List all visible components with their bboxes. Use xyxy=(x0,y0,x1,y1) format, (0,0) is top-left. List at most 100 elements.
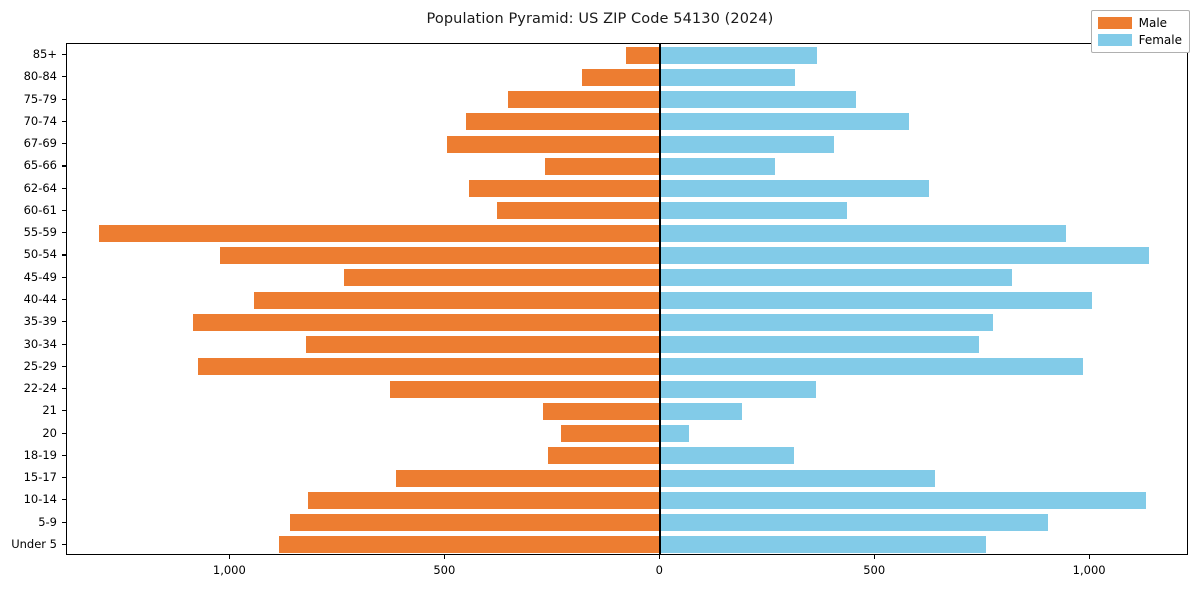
y-tick-label-70-74: 70-74 xyxy=(0,115,57,127)
y-tick-mark xyxy=(62,254,66,255)
y-tick-mark xyxy=(62,522,66,523)
bar-male-18-19 xyxy=(548,447,661,464)
bar-male-62-64 xyxy=(469,180,660,197)
y-tick-mark xyxy=(62,433,66,434)
bar-male-65-66 xyxy=(545,158,661,175)
legend-item-male[interactable]: Male xyxy=(1098,16,1182,30)
bar-female-60-61 xyxy=(660,202,847,219)
bar-female-80-84 xyxy=(660,69,795,86)
bar-male-10-14 xyxy=(308,492,661,509)
bar-female-85- xyxy=(660,47,817,64)
bar-female-22-24 xyxy=(660,381,816,398)
y-tick-label-30-34: 30-34 xyxy=(0,338,57,350)
x-tick-mark xyxy=(444,555,445,559)
bar-female-70-74 xyxy=(660,113,908,130)
y-tick-label-20: 20 xyxy=(0,427,57,439)
x-tick-label-3: 500 xyxy=(863,563,885,577)
y-tick-label-10-14: 10-14 xyxy=(0,493,57,505)
y-tick-mark xyxy=(62,165,66,166)
chart-legend: Male Female xyxy=(1091,10,1190,53)
y-tick-label-35-39: 35-39 xyxy=(0,315,57,327)
x-tick-mark xyxy=(659,555,660,559)
bar-female-62-64 xyxy=(660,180,929,197)
bar-male-5-9 xyxy=(290,514,660,531)
bar-male-20 xyxy=(561,425,660,442)
y-tick-mark xyxy=(62,499,66,500)
y-tick-mark xyxy=(62,544,66,545)
y-tick-label-under-5: Under 5 xyxy=(0,538,57,550)
legend-label-female: Female xyxy=(1139,33,1182,47)
bar-male-60-61 xyxy=(497,202,660,219)
x-tick-mark xyxy=(229,555,230,559)
bar-female-under-5 xyxy=(660,536,986,553)
bar-male-85- xyxy=(626,47,660,64)
y-tick-mark xyxy=(62,277,66,278)
x-tick-label-0: 1,000 xyxy=(213,563,246,577)
bar-female-75-79 xyxy=(660,91,856,108)
bar-male-25-29 xyxy=(198,358,661,375)
y-tick-mark xyxy=(62,54,66,55)
y-tick-mark xyxy=(62,344,66,345)
y-tick-label-65-66: 65-66 xyxy=(0,159,57,171)
x-tick-label-4: 1,000 xyxy=(1073,563,1106,577)
x-tick-label-2: 0 xyxy=(656,563,663,577)
y-tick-mark xyxy=(62,455,66,456)
legend-label-male: Male xyxy=(1139,16,1167,30)
y-tick-label-80-84: 80-84 xyxy=(0,70,57,82)
bar-male-67-69 xyxy=(447,136,661,153)
y-tick-label-40-44: 40-44 xyxy=(0,293,57,305)
y-tick-label-67-69: 67-69 xyxy=(0,137,57,149)
y-tick-label-25-29: 25-29 xyxy=(0,360,57,372)
bar-male-50-54 xyxy=(220,247,660,264)
y-tick-label-60-61: 60-61 xyxy=(0,204,57,216)
bar-male-70-74 xyxy=(466,113,661,130)
bar-male-55-59 xyxy=(99,225,660,242)
bar-female-55-59 xyxy=(660,225,1066,242)
bar-female-35-39 xyxy=(660,314,992,331)
chart-title: Population Pyramid: US ZIP Code 54130 (2… xyxy=(0,11,1200,27)
bar-female-40-44 xyxy=(660,292,1092,309)
y-tick-mark xyxy=(62,99,66,100)
bar-male-40-44 xyxy=(254,292,660,309)
bar-female-18-19 xyxy=(660,447,794,464)
y-tick-label-15-17: 15-17 xyxy=(0,471,57,483)
bar-female-5-9 xyxy=(660,514,1048,531)
x-tick-mark xyxy=(874,555,875,559)
y-tick-label-85-: 85+ xyxy=(0,48,57,60)
y-tick-mark xyxy=(62,188,66,189)
y-tick-mark xyxy=(62,76,66,77)
bar-male-75-79 xyxy=(508,91,660,108)
bar-female-65-66 xyxy=(660,158,775,175)
y-tick-mark xyxy=(62,366,66,367)
bar-male-15-17 xyxy=(396,470,660,487)
bar-female-21 xyxy=(660,403,742,420)
bar-female-10-14 xyxy=(660,492,1146,509)
bar-female-30-34 xyxy=(660,336,979,353)
bar-female-45-49 xyxy=(660,269,1012,286)
y-tick-mark xyxy=(62,232,66,233)
bar-female-15-17 xyxy=(660,470,934,487)
y-tick-mark xyxy=(62,388,66,389)
bar-female-25-29 xyxy=(660,358,1083,375)
y-tick-mark xyxy=(62,410,66,411)
legend-swatch-female xyxy=(1098,34,1132,46)
bars-layer xyxy=(67,44,1187,554)
y-tick-label-18-19: 18-19 xyxy=(0,449,57,461)
bar-male-under-5 xyxy=(279,536,661,553)
y-tick-label-75-79: 75-79 xyxy=(0,93,57,105)
bar-male-80-84 xyxy=(582,69,661,86)
plot-area xyxy=(66,43,1188,555)
legend-item-female[interactable]: Female xyxy=(1098,33,1182,47)
bar-female-20 xyxy=(660,425,689,442)
y-tick-mark xyxy=(62,299,66,300)
population-pyramid-figure: Population Pyramid: US ZIP Code 54130 (2… xyxy=(0,0,1200,600)
bar-female-50-54 xyxy=(660,247,1149,264)
bar-male-35-39 xyxy=(193,314,661,331)
y-tick-label-45-49: 45-49 xyxy=(0,271,57,283)
x-tick-mark xyxy=(1089,555,1090,559)
y-tick-label-50-54: 50-54 xyxy=(0,248,57,260)
bar-male-22-24 xyxy=(390,381,660,398)
y-tick-label-55-59: 55-59 xyxy=(0,226,57,238)
zero-axis-line xyxy=(659,43,661,555)
y-tick-mark xyxy=(62,210,66,211)
